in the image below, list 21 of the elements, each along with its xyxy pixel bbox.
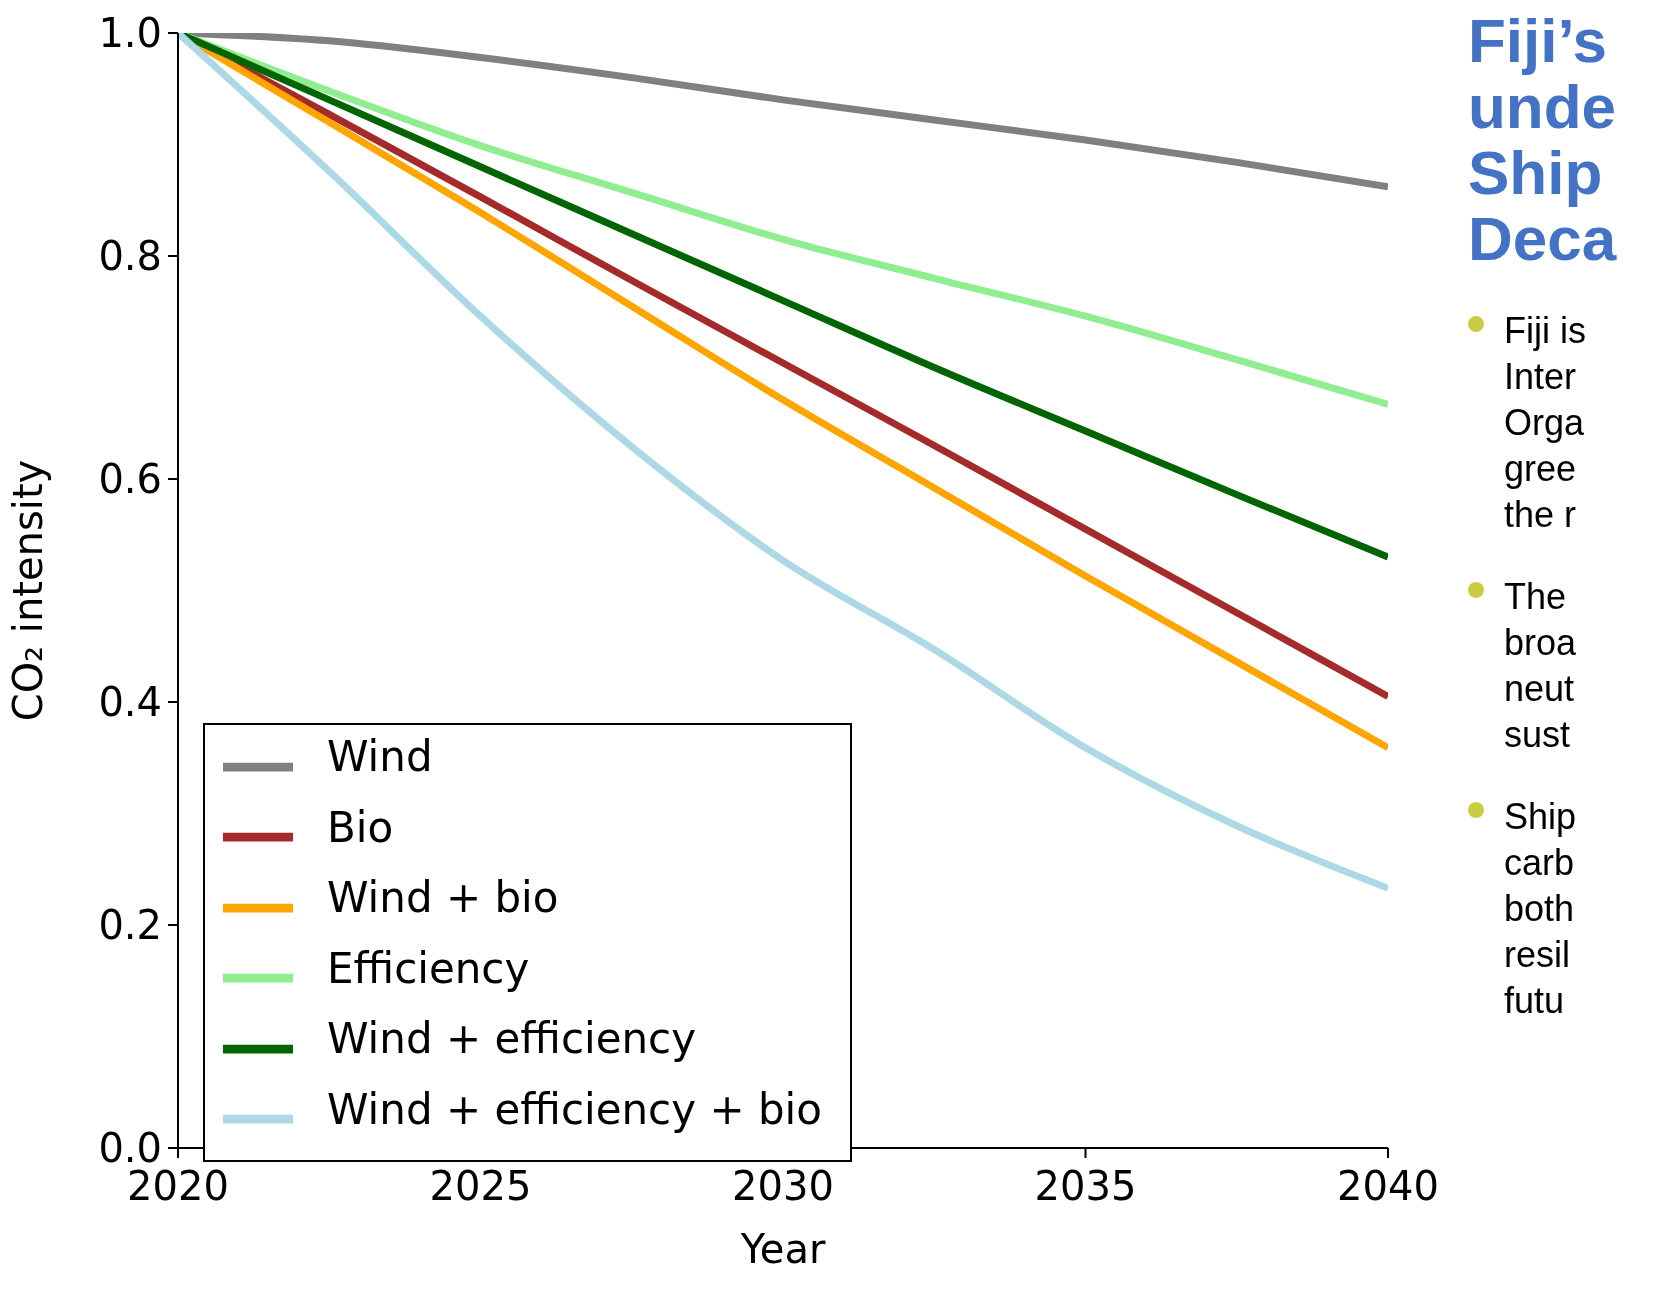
text: Ship carb both resil futu: [1504, 795, 1577, 1023]
x-tick-label: 2035: [1034, 1163, 1137, 1210]
text: Fiji’s unde Ship Deca: [1468, 6, 1618, 273]
x-tick-label: 2025: [429, 1163, 532, 1210]
x-axis-title: Year: [739, 1226, 826, 1272]
legend-label: Wind + efficiency + bio: [327, 1084, 822, 1134]
legend-label: Wind + bio: [327, 873, 559, 922]
y-tick-label: 0.6: [98, 456, 162, 503]
x-tick-label: 2040: [1337, 1163, 1439, 1210]
text: Fiji is Inter Orga gree the r: [1504, 309, 1586, 537]
legend-label: Bio: [327, 802, 394, 852]
y-axis-title: CO₂ intensity: [5, 459, 52, 722]
legend-label: Wind: [327, 732, 433, 781]
y-tick-label: 0.4: [98, 679, 162, 726]
y-tick-label: 0.2: [98, 902, 162, 949]
text: The broa neut sust: [1504, 575, 1577, 757]
y-tick-label: 0.8: [98, 233, 162, 280]
legend-label: Efficiency: [327, 943, 530, 993]
x-tick-label: 2030: [732, 1163, 834, 1210]
legend-label: Wind + efficiency: [327, 1014, 697, 1063]
y-tick-label: 1.0: [98, 10, 162, 57]
